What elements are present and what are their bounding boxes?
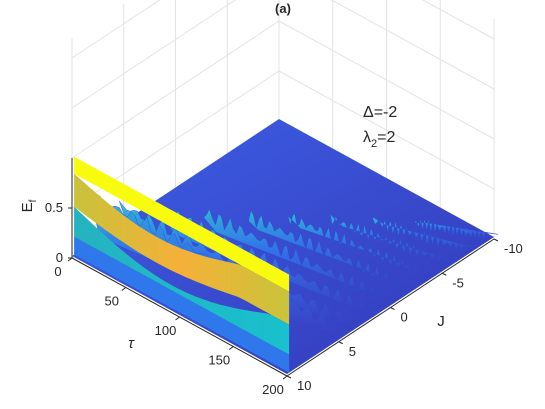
wall-teal-band [74,206,290,355]
y-tick-mark [493,238,499,242]
y-axis-label: J [437,313,445,330]
surface-plot [72,119,499,374]
grid-line [71,70,495,209]
y-tick-mark [442,272,447,276]
y-tick-mark [338,341,343,345]
z-axis-label: Ef [19,199,39,212]
wall-blue-band [74,236,290,373]
x-axis-label: τ [128,335,135,352]
ridge-5 [245,209,416,290]
x-tick-label: 200 [262,382,284,397]
y-tick-label: 0 [401,310,408,325]
y-tick-label: -5 [452,275,464,290]
y-tick-label: 5 [349,344,356,359]
x-tick-mark [175,316,180,321]
ridge-1 [414,218,499,241]
ridge-2 [372,216,478,254]
x-tick-mark [282,375,288,380]
y-tick-mark [286,375,292,379]
annotation-lambda: λ2=2 [363,129,395,150]
wall-gold-band [74,173,290,325]
grid-line [71,20,495,159]
grid-line [71,0,495,59]
ridge-4 [287,213,437,278]
ridge-3 [329,213,457,265]
chart-title: (a) [275,1,291,16]
grid-line [71,0,495,109]
wall-yellow-band [74,156,290,292]
x-tick-mark [228,346,234,350]
x-tick-mark [121,287,127,291]
z-tick-label: 0 [56,250,63,265]
z-tick-label: 0.5 [45,200,63,215]
y-tick-label: 10 [297,378,311,393]
annotation-delta: Δ=-2 [363,104,397,121]
x-tick-label: 0 [54,264,61,279]
x-tick-label: 150 [208,353,230,368]
y-tick-label: -10 [504,241,523,256]
x-tick-label: 50 [105,294,119,309]
ridge-6 [203,208,395,303]
y-tick-mark [390,307,395,310]
x-tick-label: 100 [155,323,177,338]
